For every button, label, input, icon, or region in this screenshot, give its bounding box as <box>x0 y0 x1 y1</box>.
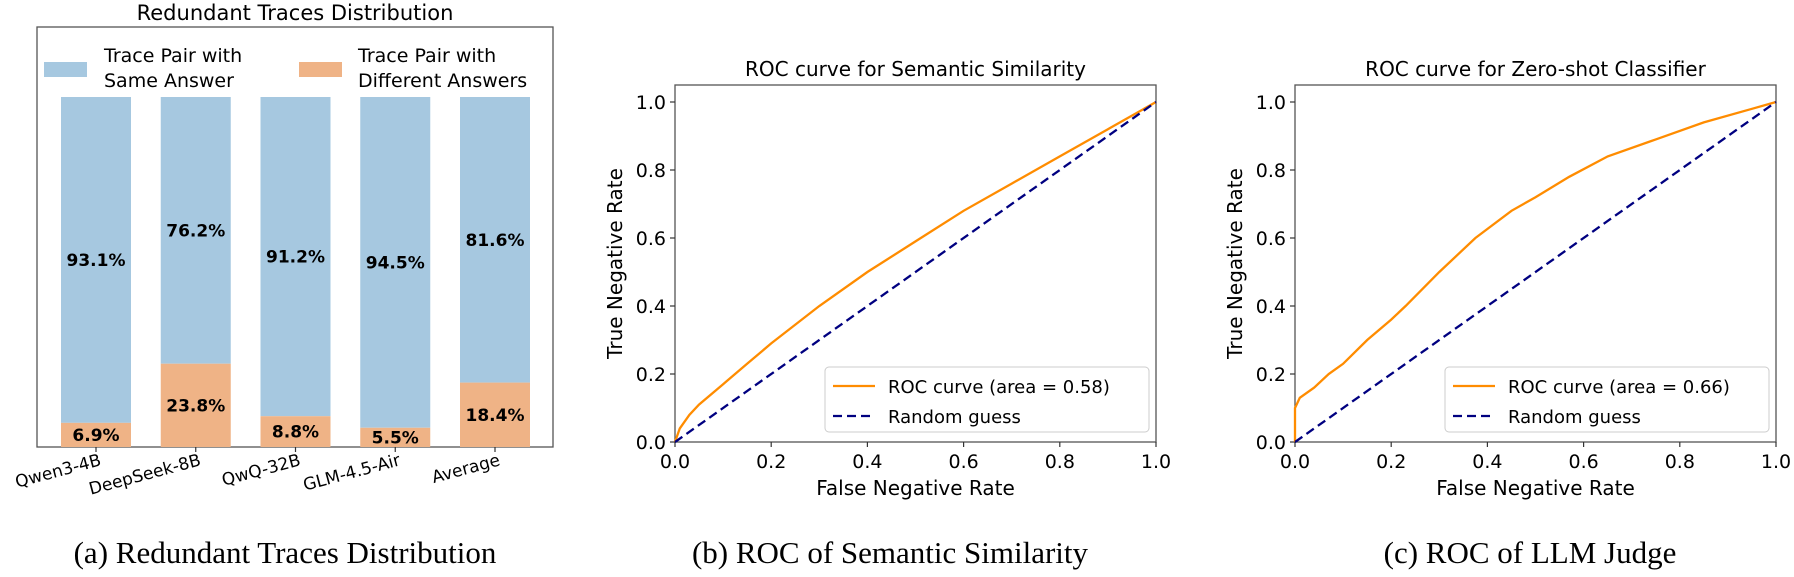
bar-label-same-answer: 93.1% <box>67 251 126 271</box>
x-tick-label: 0.4 <box>852 451 882 473</box>
x-tick-label: 0.6 <box>948 451 978 473</box>
panel-roc-semantic: ROC curve for Semantic Similarity 0.0 0.2 0… <box>603 57 1171 570</box>
roc-curve-line <box>1293 100 1777 442</box>
y-tick-label: 0.4 <box>636 296 666 318</box>
bar-different-answers <box>360 427 431 447</box>
x-axis-label: False Negative Rate <box>1436 476 1635 500</box>
random-guess-line <box>674 101 1157 443</box>
x-tick-label: 0.8 <box>1045 451 1075 473</box>
x-tick-label: 0.2 <box>1376 451 1406 473</box>
legend-label-line: Same Answer <box>104 70 234 92</box>
legend-label-line: Different Answers <box>358 70 527 92</box>
x-tick-label: DeepSeek-8B <box>87 451 203 500</box>
panel-redundant-traces: Redundant Traces Distribution 93.1% 6.9% Qw… <box>13 1 554 570</box>
y-axis-label: True Negative Rate <box>603 168 627 360</box>
x-tick-label: 1.0 <box>1141 451 1171 473</box>
x-tick-label: 0.0 <box>1280 451 1310 473</box>
x-tick-label: Average <box>430 451 503 488</box>
chart-title: Redundant Traces Distribution <box>137 1 454 25</box>
plot-area <box>674 84 1157 443</box>
bar-same-answer <box>360 97 431 428</box>
y-tick-label: 0.8 <box>1256 160 1286 182</box>
y-tick-label: 0.2 <box>1256 364 1286 386</box>
bar-label-different-answers: 18.4% <box>466 406 525 426</box>
bar-different-answers <box>160 363 231 447</box>
y-tick-label: 0.2 <box>636 364 666 386</box>
plot-area <box>1294 84 1777 443</box>
bar-label-different-answers: 6.9% <box>72 426 119 446</box>
x-tick-label: GLM-4.5-Air <box>301 451 402 496</box>
legend-label: ROC curve (area = 0.66) <box>1508 377 1730 398</box>
y-tick-label: 0.0 <box>636 432 666 454</box>
chart-title: ROC curve for Zero-shot Classifier <box>1365 57 1706 81</box>
x-tick-label: QwQ-32B <box>220 451 303 491</box>
y-tick-label: 0.6 <box>1256 228 1286 250</box>
legend-label: ROC curve (area = 0.58) <box>888 377 1110 398</box>
legend-swatch <box>44 62 87 77</box>
chart-title: ROC curve for Semantic Similarity <box>745 57 1086 81</box>
legend-label-line: Trace Pair with <box>103 45 242 67</box>
x-tick-label: 0.0 <box>660 451 690 473</box>
bar-label-same-answer: 91.2% <box>266 248 325 268</box>
random-guess-line <box>1294 101 1777 443</box>
x-tick-label: 0.4 <box>1472 451 1502 473</box>
y-axis-label: True Negative Rate <box>1223 168 1247 360</box>
legend-label-line: Trace Pair with <box>357 45 496 67</box>
y-tick-label: 1.0 <box>636 92 666 114</box>
bar-different-answers <box>61 422 131 447</box>
y-tick-label: 0.6 <box>636 228 666 250</box>
y-tick-label: 1.0 <box>1256 92 1286 114</box>
legend-box <box>1444 366 1770 433</box>
bar-label-different-answers: 23.8% <box>166 396 225 416</box>
y-tick-label: 0.8 <box>636 160 666 182</box>
x-axis-label: False Negative Rate <box>816 476 1015 500</box>
bar-same-answer <box>460 97 530 383</box>
legend-swatch <box>299 62 342 77</box>
bar-label-same-answer: 94.5% <box>366 253 425 273</box>
bar-label-different-answers: 8.8% <box>272 423 319 443</box>
bar-same-answer <box>61 97 131 423</box>
caption: (a) Redundant Traces Distribution <box>74 535 497 570</box>
bar-label-same-answer: 76.2% <box>166 221 225 241</box>
bar-same-answer <box>160 97 231 364</box>
bar-label-different-answers: 5.5% <box>372 428 419 448</box>
caption: (c) ROC of LLM Judge <box>1384 535 1677 570</box>
bar-different-answers <box>260 416 331 447</box>
bar-label-same-answer: 81.6% <box>466 231 525 251</box>
bar-different-answers <box>460 382 530 447</box>
legend-label: Random guess <box>888 407 1021 428</box>
panel-roc-llm-judge: ROC curve for Zero-shot Classifier 0.0 0.2… <box>1223 57 1791 570</box>
legend-label: Random guess <box>1508 407 1641 428</box>
y-tick-label: 0.0 <box>1256 432 1286 454</box>
y-tick-label: 0.4 <box>1256 296 1286 318</box>
x-tick-label: 1.0 <box>1761 451 1791 473</box>
roc-curve-line <box>673 100 1157 443</box>
x-tick-label: 0.6 <box>1568 451 1598 473</box>
x-tick-label: 0.2 <box>756 451 786 473</box>
legend-box <box>824 366 1150 433</box>
caption: (b) ROC of Semantic Similarity <box>692 535 1089 570</box>
bar-same-answer <box>260 97 331 417</box>
x-tick-label: 0.8 <box>1665 451 1695 473</box>
